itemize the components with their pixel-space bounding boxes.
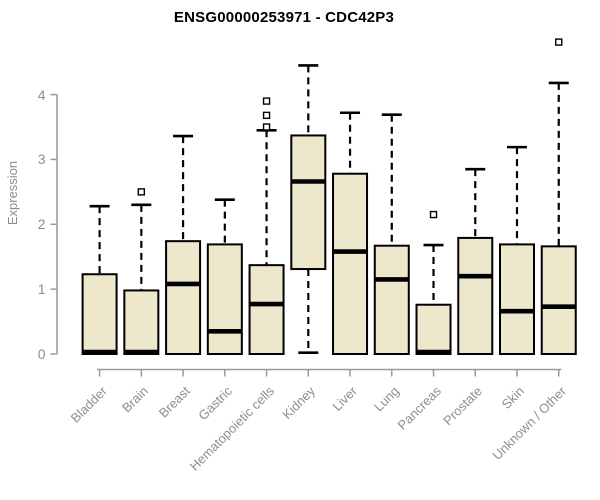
chart-title: ENSG00000253971 - CDC42P3	[173, 9, 395, 26]
outlier-point	[262, 111, 271, 120]
outlier-point	[429, 210, 438, 219]
iqr-box	[415, 303, 452, 355]
y-tick-label: 3	[37, 151, 46, 168]
iqr-box	[81, 273, 118, 355]
outlier-point	[137, 188, 146, 196]
iqr-box	[540, 245, 577, 355]
iqr-box	[165, 240, 202, 355]
y-tick-label: 1	[37, 281, 46, 298]
iqr-box	[248, 264, 285, 355]
y-tick-label: 2	[37, 216, 46, 233]
outlier-point	[555, 38, 563, 46]
y-tick-label: 0	[37, 346, 46, 362]
iqr-box	[290, 134, 327, 271]
iqr-box	[457, 236, 494, 355]
outlier-point	[262, 97, 271, 105]
iqr-box	[123, 289, 160, 355]
iqr-box	[332, 172, 369, 355]
iqr-box	[373, 244, 410, 355]
iqr-box	[499, 243, 535, 355]
iqr-box	[206, 243, 243, 355]
y-tick-label: 4	[37, 86, 46, 103]
outlier-point	[262, 123, 271, 131]
